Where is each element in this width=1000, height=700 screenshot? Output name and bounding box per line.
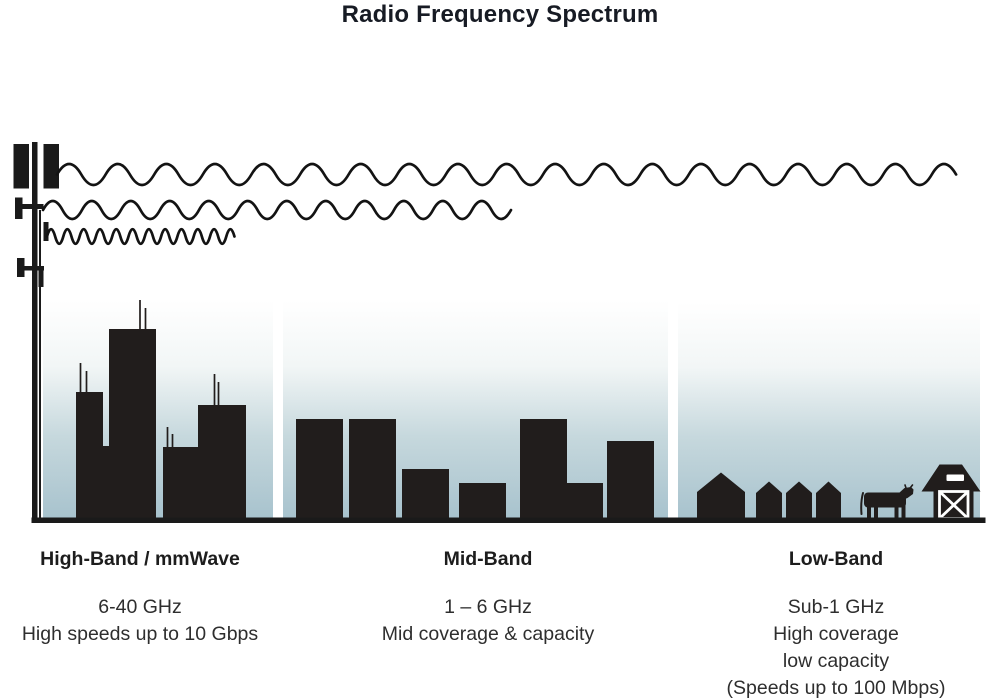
radio-wave-medium-icon bbox=[41, 199, 513, 221]
mid-band-label-block: Mid-Band 1 – 6 GHz Mid coverage & capaci… bbox=[338, 548, 638, 648]
high-band-frequency: 6-40 GHz bbox=[98, 596, 182, 618]
barn-icon bbox=[921, 464, 981, 520]
house-icon bbox=[756, 481, 782, 520]
high-band-detail: High speeds up to 10 Gbps bbox=[21, 623, 259, 645]
building-icon bbox=[296, 419, 343, 520]
low-band-frequency: Sub-1 GHz bbox=[787, 596, 885, 618]
house-icon bbox=[786, 481, 812, 520]
rural-scene bbox=[697, 464, 981, 520]
page-title: Radio Frequency Spectrum bbox=[341, 1, 659, 28]
low-band-label-block: Low-Band Sub-1 GHz High coverage low cap… bbox=[686, 548, 986, 700]
mid-band-buildings bbox=[296, 419, 654, 520]
building-icon bbox=[349, 419, 396, 520]
house-icon bbox=[697, 472, 745, 520]
cell-tower-icon bbox=[13, 142, 59, 523]
low-band-detail-2: low capacity bbox=[782, 650, 890, 672]
building-icon bbox=[459, 483, 506, 520]
city-skyline-icon bbox=[76, 300, 246, 520]
mid-band-frequency: 1 – 6 GHz bbox=[444, 596, 532, 618]
high-band-label-block: High-Band / mmWave 6-40 GHz High speeds … bbox=[0, 548, 290, 648]
low-band-detail-1: High coverage bbox=[773, 623, 899, 645]
cow-icon bbox=[860, 484, 914, 519]
building-icon bbox=[567, 483, 603, 520]
barn-hayloft-slot bbox=[946, 474, 964, 481]
high-band-name: High-Band / mmWave bbox=[40, 548, 240, 570]
building-icon bbox=[607, 441, 654, 520]
mid-band-detail: Mid coverage & capacity bbox=[381, 623, 595, 645]
house-icon bbox=[816, 481, 841, 520]
ground-line bbox=[31, 517, 986, 523]
rooftop-antennas bbox=[79, 300, 220, 447]
radio-wave-short-icon bbox=[45, 227, 236, 246]
low-band-name: Low-Band bbox=[788, 548, 884, 570]
building-icon bbox=[520, 419, 567, 520]
mid-band-name: Mid-Band bbox=[443, 548, 533, 570]
low-band-detail-3: (Speeds up to 100 Mbps) bbox=[726, 677, 946, 699]
radio-wave-long-icon bbox=[55, 162, 958, 187]
radio-waves bbox=[41, 162, 958, 246]
building-icon bbox=[402, 469, 449, 520]
